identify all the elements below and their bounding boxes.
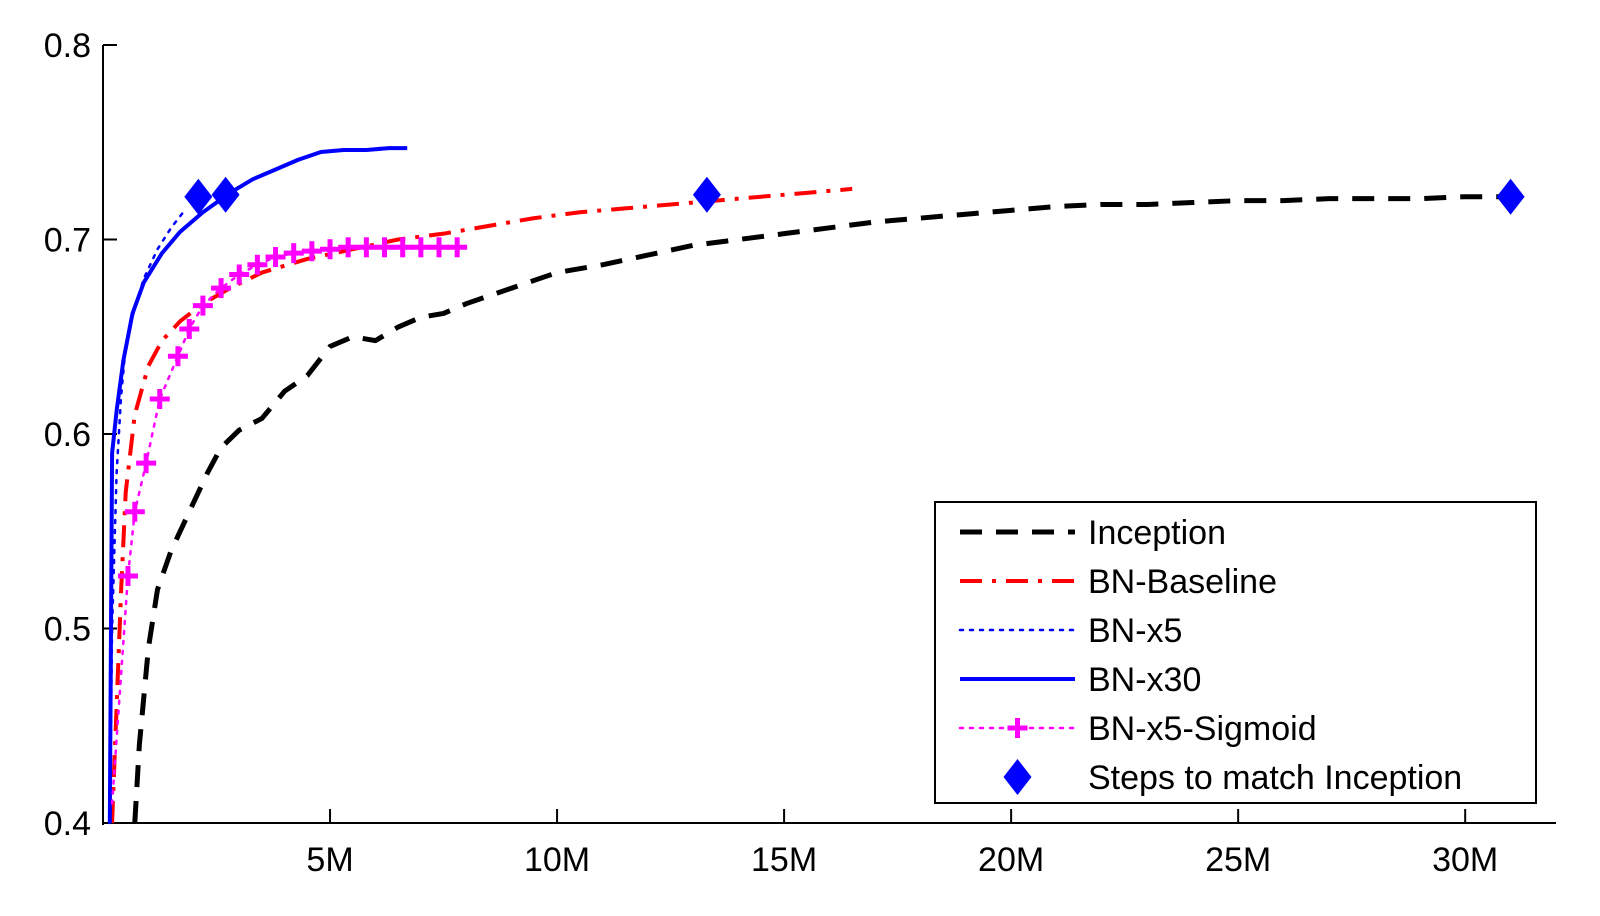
series-bn-x5-sigmoid-point bbox=[247, 254, 268, 275]
legend-bn-baseline-label: BN-Baseline bbox=[1088, 563, 1277, 601]
y-tick-label: 0.5 bbox=[44, 611, 91, 649]
legend-steps-to-match-inception-label: Steps to match Inception bbox=[1088, 759, 1462, 797]
axes: 0.4 0.5 0.6 0.7 0.8 5M 10M 15M 20M 25M 30M bbox=[44, 27, 1556, 879]
series-bn-x5-sigmoid-line bbox=[110, 246, 459, 805]
x-tick-label: 20M bbox=[978, 841, 1044, 879]
series-bn-x5-sigmoid-point bbox=[356, 237, 377, 258]
series-bn-x5-sigmoid-point bbox=[320, 239, 341, 260]
series-bn-x5-sigmoid-point bbox=[265, 247, 286, 268]
legend-bn-x5-sigmoid-marker bbox=[1007, 718, 1028, 738]
series-steps-to-match-inception-point bbox=[1496, 178, 1525, 215]
series-bn-x5-sigmoid-point bbox=[338, 237, 359, 258]
series-bn-x5-sigmoid-point bbox=[374, 237, 395, 258]
x-tick-label: 30M bbox=[1432, 841, 1498, 879]
series-bn-x5-sigmoid-point bbox=[229, 264, 250, 285]
y-tick-label: 0.6 bbox=[44, 416, 91, 454]
series-bn-x5-sigmoid-point bbox=[124, 501, 145, 522]
legend-inception-label: Inception bbox=[1088, 514, 1226, 552]
series-inception-line bbox=[132, 194, 1511, 824]
series-bn-x5-sigmoid-point bbox=[149, 388, 170, 409]
series-bn-x5-sigmoid-point bbox=[392, 237, 413, 258]
series-bn-x5-sigmoid-point bbox=[136, 453, 157, 474]
x-tick-label: 15M bbox=[751, 841, 817, 879]
y-tick-label: 0.8 bbox=[44, 27, 91, 65]
y-tick-label: 0.4 bbox=[44, 805, 91, 843]
series-bn-x5-sigmoid-point bbox=[179, 318, 200, 339]
series-bn-x5-sigmoid-point bbox=[167, 346, 188, 367]
series-layer bbox=[107, 146, 1511, 825]
series-bn-x5-sigmoid-point bbox=[283, 243, 304, 264]
legend-box bbox=[934, 501, 1537, 804]
series-bn-x5-sigmoid-point bbox=[211, 278, 232, 299]
legend-bn-x5-label: BN-x5 bbox=[1088, 612, 1182, 650]
series-bn-x5-sigmoid-point bbox=[192, 295, 213, 316]
marker-layer bbox=[184, 176, 1525, 215]
series-bn-x5-sigmoid-point bbox=[117, 565, 138, 586]
legend-bn-x5-sigmoid-label: BN-x5-Sigmoid bbox=[1088, 710, 1317, 748]
legend-bn-x30-label: BN-x30 bbox=[1088, 661, 1201, 699]
series-steps-to-match-inception-point bbox=[692, 176, 721, 213]
y-tick-label: 0.7 bbox=[44, 222, 91, 260]
series-steps-to-match-inception-point bbox=[184, 178, 213, 215]
series-steps-to-match-inception-point bbox=[211, 176, 240, 213]
legend-steps-to-match-inception-marker bbox=[1003, 759, 1032, 795]
x-tick-label: 5M bbox=[306, 841, 353, 879]
series-bn-baseline-line bbox=[110, 186, 853, 824]
series-bn-x5-line bbox=[108, 209, 186, 825]
series-bn-x5-sigmoid-point bbox=[410, 237, 431, 258]
series-bn-x30-line bbox=[107, 146, 408, 824]
series-bn-x5-sigmoid-point bbox=[447, 237, 468, 258]
series-bn-x5-sigmoid-point bbox=[301, 241, 322, 262]
series-bn-x5-sigmoid-point bbox=[429, 237, 450, 258]
x-tick-label: 25M bbox=[1205, 841, 1271, 879]
legend: Inception BN-Baseline BN-x5 BN-x30 BN-x5-Sig… bbox=[934, 501, 1537, 804]
x-tick-label: 10M bbox=[524, 841, 590, 879]
